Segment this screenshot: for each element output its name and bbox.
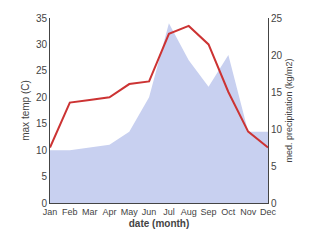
svg-text:Sep: Sep [201,207,217,217]
svg-text:Dec: Dec [260,207,277,217]
svg-text:Jul: Jul [163,207,175,217]
svg-text:5: 5 [271,161,277,172]
svg-text:Feb: Feb [62,207,78,217]
svg-text:Nov: Nov [240,207,257,217]
svg-text:Jun: Jun [142,207,157,217]
svg-text:20: 20 [36,92,48,103]
svg-text:Oct: Oct [221,207,236,217]
svg-text:15: 15 [271,87,283,98]
svg-text:25: 25 [36,65,48,76]
svg-text:May: May [121,207,139,217]
svg-text:5: 5 [41,171,47,182]
svg-text:25: 25 [271,13,283,24]
svg-text:Jan: Jan [43,207,58,217]
svg-text:Mar: Mar [82,207,98,217]
svg-text:Apr: Apr [102,207,116,217]
svg-text:Aug: Aug [181,207,197,217]
svg-text:max temp (C): max temp (C) [20,80,31,141]
svg-text:15: 15 [36,118,48,129]
svg-text:0: 0 [41,198,47,209]
svg-text:10: 10 [271,124,283,135]
svg-text:30: 30 [36,39,48,50]
svg-text:35: 35 [36,13,48,24]
svg-text:10: 10 [36,145,48,156]
svg-text:20: 20 [271,50,283,61]
svg-text:0: 0 [271,198,277,209]
svg-text:med. precipitation (kg/m2): med. precipitation (kg/m2) [284,58,294,162]
svg-text:date (month): date (month) [129,218,190,229]
